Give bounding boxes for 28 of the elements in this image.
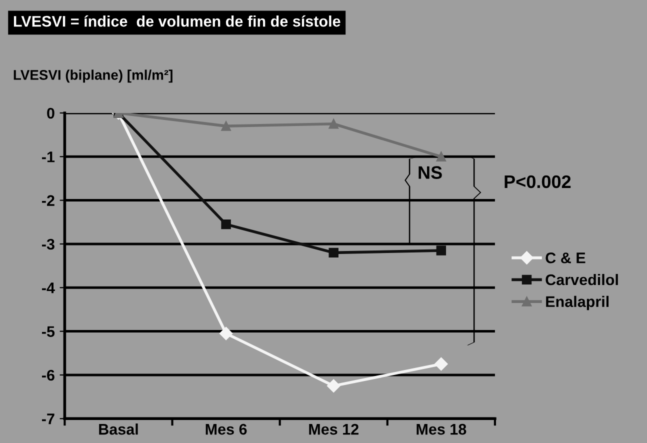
point [328, 119, 338, 129]
text: P<0.002 [504, 175, 571, 188]
legend-label: Enalapril [546, 296, 609, 310]
point [221, 121, 231, 131]
y-tick-label: -5 [42, 326, 55, 337]
point [219, 326, 233, 340]
x-tick-label: Mes 18 [416, 424, 466, 435]
y-tick-label: -7 [42, 414, 54, 424]
y-tick-label: -6 [42, 370, 54, 381]
y-tick-label: -2 [42, 195, 54, 206]
annotation: NS [418, 166, 442, 179]
point [221, 219, 231, 230]
legend-label: C & E [546, 252, 586, 264]
y-tick-label: -1 [42, 152, 55, 162]
point [328, 248, 338, 258]
x-tick-label: Mes 12 [309, 424, 358, 435]
y-tick-label: 0 [47, 108, 54, 119]
chart-title: LVESVI = índice de volumen de fin de sístole [14, 15, 340, 27]
legend-label: Carvedilol [546, 274, 618, 286]
y-tick-label: -3 [42, 238, 54, 250]
y-tick-label: -4 [42, 282, 55, 294]
y-axis-title: LVESVI (biplane) [ml/m²] [14, 70, 172, 83]
point [434, 357, 448, 371]
x-tick-label: Mes 6 [206, 424, 247, 435]
point [436, 152, 446, 162]
point [327, 379, 340, 392]
x-tick-label: Basal [99, 423, 138, 435]
point [436, 246, 446, 256]
